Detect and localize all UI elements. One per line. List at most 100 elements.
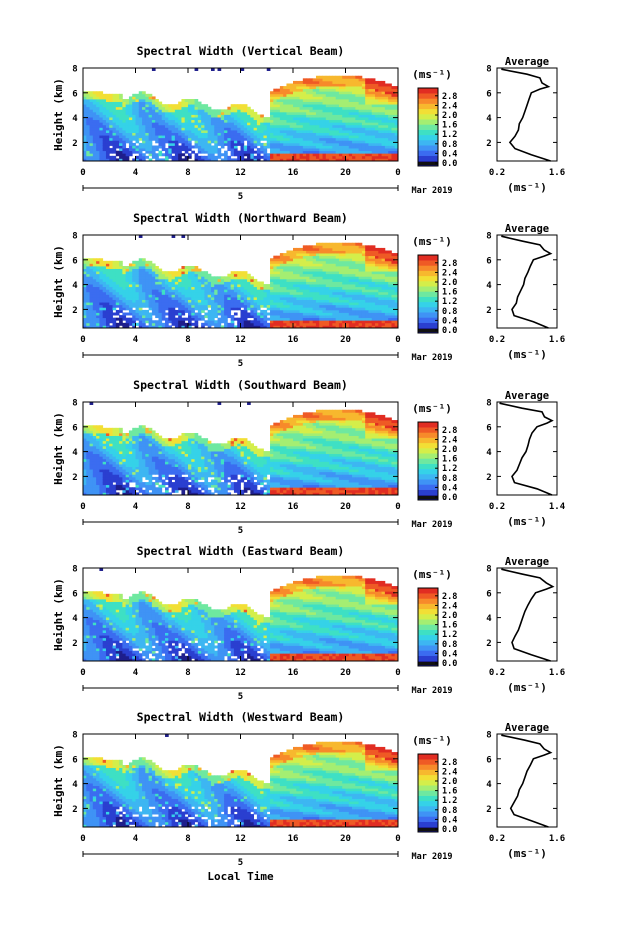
heatmap-cell <box>119 135 123 138</box>
heatmap-cell <box>313 84 317 87</box>
heatmap-cell <box>165 294 169 297</box>
heatmap-cell <box>286 313 290 316</box>
heatmap-cell <box>359 153 363 156</box>
heatmap-cell <box>323 122 327 125</box>
heatmap-cell <box>280 305 284 308</box>
heatmap-cell <box>263 318 267 321</box>
heatmap-cell <box>267 313 271 316</box>
heatmap-cell <box>132 122 136 125</box>
heatmap-cell <box>96 302 100 305</box>
heatmap-cell <box>178 112 182 115</box>
heatmap-cell <box>155 300 159 303</box>
heatmap-cell <box>336 269 340 272</box>
heatmap-cell <box>218 302 222 305</box>
avg-x-tick-label: 1.6 <box>549 168 565 178</box>
heatmap-cell <box>372 130 376 133</box>
heatmap-cell <box>99 153 103 156</box>
heatmap-cell <box>270 315 274 318</box>
heatmap-cell <box>136 289 140 292</box>
heatmap-cell <box>309 282 313 285</box>
heatmap-cell <box>296 115 300 118</box>
heatmap-cell <box>346 297 350 300</box>
heatmap-cell <box>352 261 356 264</box>
heatmap-cell <box>208 120 212 123</box>
heatmap-cell <box>129 146 133 149</box>
heatmap-cell <box>273 112 277 115</box>
heatmap-cell <box>122 138 126 141</box>
heatmap-cell <box>172 271 176 274</box>
heatmap-cell <box>346 99 350 102</box>
heatmap-cell <box>319 96 323 99</box>
heatmap-cell <box>385 120 389 123</box>
heatmap-cell <box>257 148 261 151</box>
heatmap-cell <box>158 143 162 146</box>
heatmap-cell <box>372 94 376 97</box>
heatmap-cell <box>247 300 251 303</box>
heatmap-cell <box>172 300 176 303</box>
heatmap-cell <box>283 91 287 94</box>
heatmap-cell <box>316 318 320 321</box>
heatmap-cell <box>198 300 202 303</box>
heatmap-cell <box>257 135 261 138</box>
heatmap-cell <box>208 284 212 287</box>
heatmap-cell <box>126 313 130 316</box>
heatmap-cell <box>204 284 208 287</box>
heatmap-cell <box>388 271 392 274</box>
heatmap-cell <box>90 297 94 300</box>
heatmap-cell <box>355 266 359 269</box>
heatmap-cell <box>142 323 146 326</box>
heatmap-cell <box>339 99 343 102</box>
heatmap-cell <box>342 243 346 246</box>
heatmap-cell <box>90 266 94 269</box>
heatmap-cell <box>155 112 159 115</box>
heatmap-cell <box>195 315 199 318</box>
heatmap-cell <box>162 122 166 125</box>
heatmap-cell <box>300 256 304 259</box>
heatmap-cell <box>172 133 176 136</box>
heatmap-cell <box>319 282 323 285</box>
heatmap-cell <box>231 143 235 146</box>
heatmap-cell <box>309 305 313 308</box>
heatmap-cell <box>218 133 222 136</box>
heatmap-cell <box>178 305 182 308</box>
heatmap-cell <box>391 120 395 123</box>
heatmap-cell <box>234 109 238 112</box>
heatmap-cell <box>323 94 327 97</box>
heatmap-cell <box>316 284 320 287</box>
heatmap-cell <box>326 140 330 143</box>
heatmap-cell <box>227 115 231 118</box>
heatmap-cell <box>195 133 199 136</box>
heatmap-cell <box>155 271 159 274</box>
heatmap-cell <box>313 310 317 313</box>
heatmap-cell <box>109 274 113 277</box>
heatmap-cell <box>349 120 353 123</box>
heatmap-cell <box>96 107 100 110</box>
heatmap-cell <box>231 274 235 277</box>
heatmap-cell <box>126 307 130 310</box>
heatmap-cell <box>136 156 140 159</box>
heatmap-cell <box>303 130 307 133</box>
heatmap-cell <box>109 307 113 310</box>
heatmap-cell <box>306 302 310 305</box>
heatmap-cell <box>372 107 376 110</box>
heatmap-cell <box>349 127 353 130</box>
heatmap-cell <box>96 313 100 316</box>
heatmap-cell <box>83 156 87 159</box>
heatmap-cell <box>313 89 317 92</box>
heatmap-cell <box>270 261 274 264</box>
heatmap-cell <box>139 263 143 266</box>
heatmap-cell <box>152 122 156 125</box>
heatmap-cell <box>96 146 100 149</box>
heatmap-cell <box>83 271 87 274</box>
heatmap-cell <box>349 112 353 115</box>
heatmap-cell <box>211 140 215 143</box>
heatmap-cell <box>113 313 117 316</box>
heatmap-cell <box>142 140 146 143</box>
heatmap-cell <box>286 102 290 105</box>
heatmap-cell <box>296 89 300 92</box>
heatmap-cell <box>93 135 97 138</box>
heatmap-cell <box>234 120 238 123</box>
heatmap-cell <box>319 143 323 146</box>
heatmap-cell <box>103 315 107 318</box>
heatmap-cell <box>346 243 350 246</box>
